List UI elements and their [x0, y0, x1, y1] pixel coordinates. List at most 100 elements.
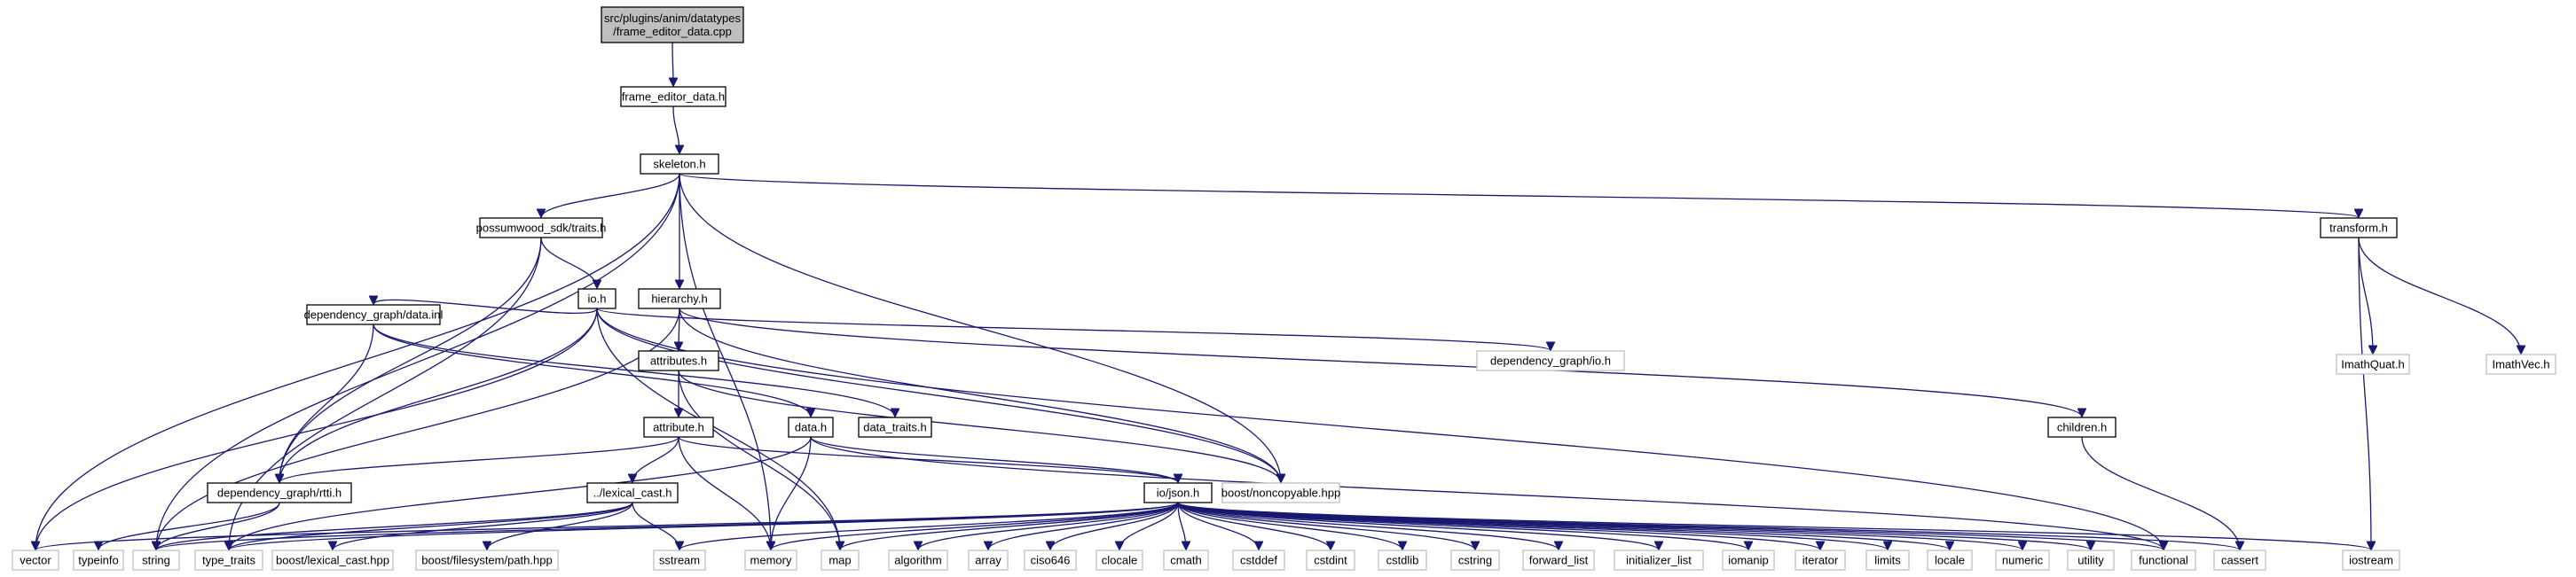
- node-transform_h[interactable]: transform.h: [2320, 217, 2398, 238]
- node-box: [1024, 550, 1077, 571]
- node-label: sstream: [659, 554, 700, 567]
- node-typeinfo: typeinfo: [73, 550, 124, 571]
- edge-io_json_h-to-cstdlib: [1177, 502, 1402, 550]
- node-memory: memory: [744, 550, 797, 571]
- node-label: locale: [1935, 554, 1965, 567]
- node-forward_list: forward_list: [1522, 550, 1595, 571]
- node-label: memory: [750, 554, 792, 567]
- edge-data_h-to-io_json_h: [810, 436, 1178, 484]
- node-box: [2486, 354, 2556, 375]
- node-box: [638, 288, 721, 309]
- node-root[interactable]: src/plugins/anim/datatypes/frame_editor_…: [601, 6, 744, 43]
- edge-lexical_cast_h-to-boost_lexical_cast_hpp: [333, 502, 633, 550]
- node-io_json_h[interactable]: io/json.h: [1143, 482, 1213, 503]
- edge-root-to-frame_editor_data_h: [672, 42, 673, 87]
- node-limits: limits: [1865, 550, 1910, 571]
- node-box: [1865, 550, 1910, 571]
- node-hierarchy_h[interactable]: hierarchy.h: [638, 288, 721, 309]
- node-box: [640, 153, 719, 175]
- edge-frame_editor_data_h-to-skeleton_h: [672, 105, 679, 154]
- node-dependency_graph_data_inl[interactable]: dependency_graph/data.inl: [304, 304, 444, 325]
- node-label: forward_list: [1529, 554, 1589, 567]
- node-ciso646: ciso646: [1024, 550, 1077, 571]
- node-iterator: iterator: [1795, 550, 1846, 571]
- edge-io_json_h-to-clocale: [1119, 502, 1179, 550]
- node-initializer_list: initializer_list: [1614, 550, 1704, 571]
- node-box: [2067, 550, 2115, 571]
- node-label: cassert: [2221, 554, 2258, 567]
- node-frame_editor_data_h[interactable]: frame_editor_data.h: [620, 86, 726, 107]
- node-box: [858, 417, 932, 438]
- node-box: [194, 550, 263, 571]
- node-box: [2213, 550, 2266, 571]
- edge-io_json_h-to-numeric: [1177, 502, 2022, 551]
- node-imath_quat_h: ImathQuat.h: [2336, 354, 2410, 375]
- node-box: [1378, 550, 1427, 571]
- edge-io_json_h-to-utility: [1177, 502, 2091, 551]
- node-label: dependency_graph/data.inl: [304, 308, 444, 322]
- edge-skeleton_h-to-string: [156, 173, 680, 550]
- node-cstdlib: cstdlib: [1378, 550, 1427, 571]
- node-box: [1306, 550, 1355, 571]
- node-data_traits_h[interactable]: data_traits.h: [858, 417, 932, 438]
- edge-dependency_graph_rtti_h-to-string: [156, 502, 280, 550]
- node-clocale: clocale: [1096, 550, 1143, 571]
- node-box: [821, 550, 860, 571]
- node-cassert: cassert: [2213, 550, 2266, 571]
- edge-possumwood_sdk_traits_h-to-io_h: [540, 237, 597, 289]
- node-box: [132, 550, 180, 571]
- edge-attribute_h-to-lexical_cast_h: [632, 436, 679, 483]
- edge-skeleton_h-to-transform_h: [679, 173, 2359, 219]
- node-boost_filesystem_path_hpp: boost/filesystem/path.hpp: [415, 550, 559, 571]
- node-box: [1096, 550, 1143, 571]
- node-label: hierarchy.h: [651, 292, 707, 306]
- node-io_h[interactable]: io.h: [577, 288, 617, 309]
- node-attribute_h[interactable]: attribute.h: [643, 417, 714, 438]
- node-box: [601, 6, 744, 43]
- node-lexical_cast_h[interactable]: ../lexical_cast.h: [586, 482, 679, 503]
- node-label: iterator: [1802, 554, 1839, 567]
- node-data_h[interactable]: data.h: [788, 417, 834, 438]
- edge-dependency_graph_data_inl-to-dependency_graph_rtti_h: [279, 324, 374, 483]
- node-box: [1522, 550, 1595, 571]
- edge-io_json_h-to-array: [988, 502, 1179, 550]
- node-label: cstdlib: [1386, 554, 1419, 567]
- node-box: [788, 417, 834, 438]
- node-possumwood_sdk_traits_h[interactable]: possumwood_sdk/traits.h: [476, 217, 607, 238]
- nodes-layer: src/plugins/anim/datatypes/frame_editor_…: [12, 6, 2556, 571]
- node-label: ImathVec.h: [2492, 358, 2549, 371]
- node-label: data_traits.h: [863, 421, 927, 434]
- edge-io_json_h-to-forward_list: [1177, 502, 1559, 551]
- node-box: [2336, 354, 2410, 375]
- edge-io_json_h-to-ciso646: [1050, 502, 1179, 550]
- edge-dependency_graph_rtti_h-to-typeinfo: [98, 502, 280, 550]
- node-map: map: [821, 550, 860, 571]
- node-attributes_h[interactable]: attributes.h: [638, 350, 719, 371]
- node-box: [577, 288, 617, 309]
- node-box: [620, 86, 726, 107]
- node-box: [479, 217, 603, 238]
- node-dependency_graph_rtti_h[interactable]: dependency_graph/rtti.h: [207, 482, 352, 503]
- edge-lexical_cast_h-to-string: [156, 502, 633, 551]
- node-box: [888, 550, 948, 571]
- node-label: type_traits: [202, 554, 255, 567]
- node-skeleton_h[interactable]: skeleton.h: [640, 153, 719, 175]
- node-box: [1163, 550, 1209, 571]
- node-cstring: cstring: [1450, 550, 1500, 571]
- node-label: functional: [2139, 554, 2188, 567]
- node-label: utility: [2077, 554, 2104, 567]
- edge-hierarchy_h-to-children_h: [679, 308, 2082, 417]
- edge-dependency_graph_data_inl-to-data_h: [373, 324, 811, 417]
- edge-io_json_h-to-algorithm: [918, 502, 1179, 550]
- edge-skeleton_h-to-vector: [35, 173, 680, 550]
- node-label: iostream: [2349, 554, 2393, 567]
- node-label: typeinfo: [78, 554, 119, 567]
- node-label: possumwood_sdk/traits.h: [476, 222, 607, 235]
- node-cmath: cmath: [1163, 550, 1209, 571]
- edge-io_json_h-to-cmath: [1177, 502, 1186, 550]
- node-box: [2320, 217, 2398, 238]
- node-type_traits: type_traits: [194, 550, 263, 571]
- node-vector: vector: [12, 550, 59, 571]
- node-children_h[interactable]: children.h: [2047, 417, 2117, 438]
